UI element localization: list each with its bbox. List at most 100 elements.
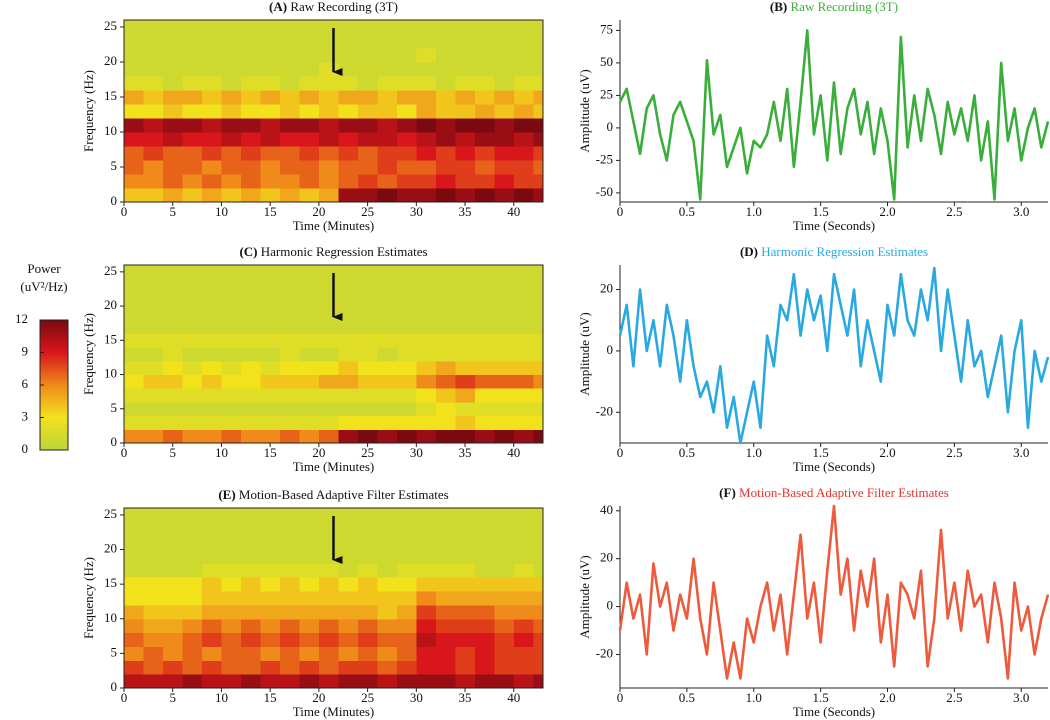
heatmap-cell bbox=[533, 188, 544, 203]
heatmap-cell bbox=[357, 535, 378, 551]
x-tick-label: 2.5 bbox=[946, 445, 962, 460]
colorbar-tick-label: 12 bbox=[15, 311, 28, 326]
heatmap-cell bbox=[416, 48, 437, 63]
heatmap-cell bbox=[318, 360, 339, 376]
heatmap-cell bbox=[416, 333, 437, 348]
heatmap-cell bbox=[533, 401, 544, 417]
heatmap-cell bbox=[182, 429, 203, 444]
heatmap-cell bbox=[240, 563, 261, 578]
heatmap-cell bbox=[182, 146, 203, 161]
heatmap-cell bbox=[377, 188, 398, 203]
heatmap-cell bbox=[260, 292, 281, 307]
heatmap-cell bbox=[299, 265, 320, 280]
heatmap-cell bbox=[260, 146, 281, 161]
heatmap-cell bbox=[318, 660, 339, 675]
heatmap-cell bbox=[182, 319, 203, 334]
heatmap-cell bbox=[201, 292, 222, 307]
heatmap-cell bbox=[396, 48, 417, 63]
heatmap-cell bbox=[201, 90, 222, 105]
heatmap-cell bbox=[221, 104, 242, 119]
x-tick-label: 30 bbox=[410, 445, 423, 460]
panel-title-text: Motion-Based Adaptive Filter Estimates bbox=[239, 487, 449, 502]
heatmap-cell bbox=[260, 360, 281, 376]
heatmap-cell bbox=[494, 401, 515, 417]
heatmap-cell bbox=[124, 360, 144, 376]
colorbar: Power (uV²/Hz) 0 3 6 9 12 bbox=[15, 261, 69, 456]
heatmap-cell bbox=[318, 90, 339, 105]
heatmap-cell bbox=[201, 388, 222, 403]
heatmap-cell bbox=[318, 577, 339, 592]
heatmap-cell bbox=[455, 333, 476, 348]
heatmap-cell bbox=[377, 563, 398, 578]
heatmap-cell bbox=[396, 347, 417, 362]
heatmap-cell bbox=[338, 174, 359, 189]
heatmap-cell bbox=[338, 20, 359, 35]
heatmap-cell bbox=[396, 62, 417, 77]
heatmap-cell bbox=[182, 34, 203, 49]
heatmap-cell bbox=[396, 563, 417, 578]
heatmap-cell bbox=[455, 618, 476, 634]
heatmap-cell bbox=[533, 174, 544, 189]
x-tick-label: 15 bbox=[264, 690, 277, 705]
heatmap-cell bbox=[221, 174, 242, 189]
heatmap-cell bbox=[513, 292, 534, 307]
heatmap-cell bbox=[455, 34, 476, 49]
heatmap-cell bbox=[162, 429, 183, 444]
heatmap-cell bbox=[162, 577, 183, 592]
heatmap-cell bbox=[357, 90, 378, 105]
heatmap-cell bbox=[338, 646, 359, 661]
heatmap-cell bbox=[143, 132, 164, 147]
heatmap-cell bbox=[435, 146, 456, 161]
heatmap-cell bbox=[299, 549, 320, 564]
heatmap-cell bbox=[162, 76, 183, 91]
panel-letter: (E) bbox=[218, 487, 235, 502]
heatmap-cell bbox=[435, 265, 456, 280]
heatmap-cell bbox=[279, 508, 300, 523]
heatmap-cell bbox=[338, 604, 359, 620]
heatmap-cell bbox=[494, 549, 515, 564]
heatmap-cell bbox=[416, 535, 437, 551]
x-tick-label: 30 bbox=[410, 690, 423, 705]
heatmap-cell bbox=[377, 160, 398, 175]
heatmap-cell bbox=[260, 132, 281, 147]
heatmap-cell bbox=[513, 333, 534, 348]
heatmap-cell bbox=[279, 521, 300, 537]
heatmap-cell bbox=[299, 360, 320, 376]
heatmap-cell bbox=[143, 34, 164, 49]
heatmap-cell bbox=[124, 48, 144, 63]
heatmap-cell bbox=[299, 591, 320, 606]
heatmap-cell bbox=[338, 34, 359, 49]
x-axis-label: Time (Seconds) bbox=[793, 704, 875, 719]
heatmap-cell bbox=[455, 374, 476, 389]
x-tick-label: 0 bbox=[121, 690, 128, 705]
heatmap-cell bbox=[240, 132, 261, 147]
heatmap-cell bbox=[396, 429, 417, 444]
heatmap-cell bbox=[143, 521, 164, 537]
heatmap-cell bbox=[240, 160, 261, 175]
heatmap-cell bbox=[201, 34, 222, 49]
heatmap-cell bbox=[260, 521, 281, 537]
x-tick-label: 20 bbox=[312, 204, 325, 219]
heatmap-cell bbox=[513, 374, 534, 389]
heatmap-cell bbox=[533, 132, 544, 147]
heatmap-cell bbox=[533, 146, 544, 161]
x-axis-label: Time (Minutes) bbox=[293, 459, 375, 474]
heatmap-cell bbox=[396, 278, 417, 293]
heatmap-cell bbox=[221, 549, 242, 564]
heatmap-cell bbox=[513, 278, 534, 293]
heatmap-cell bbox=[318, 174, 339, 189]
heatmap-cell bbox=[299, 90, 320, 105]
heatmap-cell bbox=[143, 388, 164, 403]
x-tick-label: 0.5 bbox=[679, 690, 695, 705]
heatmap-cell bbox=[201, 415, 222, 430]
heatmap-cell bbox=[318, 292, 339, 307]
heatmap-cell bbox=[143, 549, 164, 564]
heatmap-cell bbox=[396, 388, 417, 403]
heatmap-cell bbox=[435, 188, 456, 203]
panel-letter: (C) bbox=[239, 244, 257, 259]
heatmap-cell bbox=[162, 174, 183, 189]
heatmap-cell bbox=[494, 563, 515, 578]
x-tick-label: 0 bbox=[617, 204, 624, 219]
y-axis-label: Frequency (Hz) bbox=[81, 557, 96, 639]
heatmap-cell bbox=[533, 319, 544, 334]
